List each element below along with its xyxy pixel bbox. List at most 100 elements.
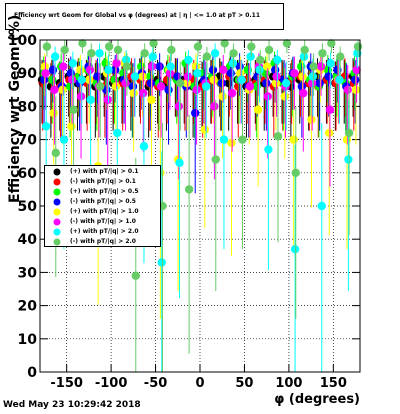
data-point: [263, 92, 272, 101]
data-point: [300, 45, 309, 55]
legend-marker: [53, 238, 61, 246]
data-point: [48, 65, 58, 75]
legend-marker: [53, 228, 61, 236]
data-point: [290, 244, 300, 254]
data-point: [192, 85, 201, 95]
data-point: [247, 42, 256, 51]
data-point: [130, 72, 140, 81]
legend-label: (+) with pT/|q| > 0.5: [70, 188, 139, 195]
data-point: [315, 78, 324, 88]
data-point: [344, 128, 354, 138]
data-point: [101, 59, 110, 68]
data-point: [299, 52, 309, 61]
data-point: [164, 85, 173, 95]
data-point: [245, 82, 255, 91]
data-point: [193, 69, 202, 78]
data-point: [113, 128, 122, 138]
y-axis-label: Efficiency wrt Geom (%): [7, 14, 23, 203]
title-box: Efficiency wrt Geom for Global vs φ (deg…: [5, 3, 284, 30]
data-point: [76, 65, 85, 75]
data-point: [219, 65, 228, 75]
legend-label: (-) with pT/|q| > 0.5: [70, 198, 136, 205]
legend: (+) with pT/|q| > 0.1 (-) with pT/|q| > …: [44, 165, 161, 247]
y-tick-label: 40: [18, 232, 38, 248]
data-point: [201, 82, 211, 91]
data-point: [78, 39, 87, 48]
legend-entry: (-) with pT/|q| > 0.5: [47, 197, 160, 207]
data-point: [49, 108, 58, 118]
data-point: [59, 62, 68, 71]
data-point: [148, 52, 158, 61]
data-point: [167, 45, 176, 55]
data-point: [289, 135, 298, 144]
data-point: [58, 85, 67, 95]
data-point: [41, 122, 51, 131]
data-point: [95, 49, 104, 58]
data-point: [155, 62, 164, 71]
x-tick-label: -50: [144, 376, 168, 391]
data-point: [156, 82, 166, 91]
data-point: [85, 75, 94, 85]
data-point: [173, 72, 182, 81]
data-point: [264, 145, 273, 154]
data-point: [325, 105, 335, 114]
data-point: [138, 72, 147, 81]
data-point: [297, 82, 307, 91]
data-point: [237, 75, 246, 85]
data-point: [262, 62, 272, 71]
data-point: [87, 49, 96, 58]
data-point: [336, 52, 345, 61]
timestamp: Wed May 23 10:29:42 2018: [3, 400, 141, 410]
data-point: [184, 185, 194, 194]
legend-entry: (+) with pT/|q| > 2.0: [47, 227, 160, 237]
data-point: [217, 78, 227, 88]
data-point: [211, 155, 220, 164]
data-point: [291, 168, 300, 177]
data-point: [272, 72, 281, 81]
data-point: [191, 62, 201, 71]
series-6: [41, 43, 362, 372]
y-tick-label: 0: [27, 365, 37, 381]
data-point: [273, 55, 282, 65]
data-point: [50, 85, 59, 95]
data-point: [309, 62, 318, 71]
data-point: [111, 82, 121, 91]
data-point: [317, 201, 326, 211]
data-point: [193, 42, 203, 51]
data-point: [86, 95, 95, 104]
data-point: [174, 102, 184, 111]
data-point: [182, 78, 192, 88]
chart-title: Efficiency wrt Geom for Global vs φ (deg…: [14, 12, 261, 19]
data-point: [298, 72, 307, 81]
data-point: [351, 85, 361, 95]
data-point: [175, 158, 184, 168]
data-point: [202, 52, 212, 61]
data-points: [37, 39, 363, 372]
data-point: [210, 102, 219, 111]
data-point: [273, 132, 283, 141]
y-tick-label: 70: [18, 133, 38, 149]
data-point: [256, 55, 265, 65]
data-point: [103, 95, 112, 104]
x-tick-label: -150: [50, 376, 83, 391]
data-point: [282, 39, 292, 48]
data-point: [208, 65, 218, 75]
legend-entry: (-) with pT/|q| > 1.0: [47, 217, 160, 227]
legend-label: (+) with pT/|q| > 2.0: [70, 228, 139, 235]
data-point: [326, 59, 335, 68]
data-point: [209, 75, 218, 85]
data-point: [353, 42, 363, 51]
data-point: [307, 115, 316, 124]
data-point: [335, 75, 344, 85]
y-tick-label: 50: [18, 199, 38, 215]
data-point: [76, 92, 86, 101]
data-point: [264, 45, 274, 55]
data-point: [69, 105, 78, 114]
data-point: [343, 85, 352, 95]
data-point: [228, 59, 238, 68]
y-tick-label: 20: [18, 299, 38, 315]
legend-marker: [53, 218, 61, 226]
data-point: [48, 75, 57, 85]
data-point: [147, 95, 156, 104]
